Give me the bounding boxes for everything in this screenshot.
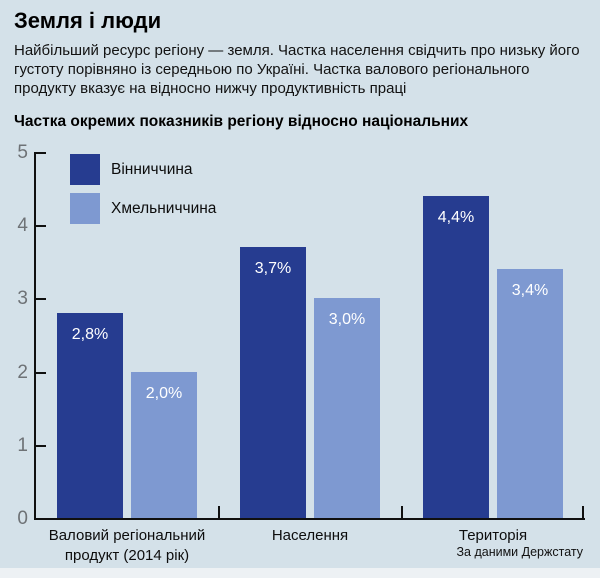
legend-item: Хмельниччина bbox=[70, 193, 216, 224]
category-label: Валовий регіональний продукт (2014 рік) bbox=[48, 527, 206, 564]
source-note: За даними Держстату bbox=[456, 545, 583, 559]
bar-value-label: 3,4% bbox=[511, 282, 549, 299]
y-axis-label: 4 bbox=[17, 215, 28, 237]
x-axis-tick bbox=[218, 506, 220, 518]
bar-value-label: 3,0% bbox=[328, 311, 366, 328]
legend-item: Вінниччина bbox=[70, 154, 216, 185]
legend-label: Хмельниччина bbox=[111, 199, 217, 217]
legend-label: Вінниччина bbox=[111, 160, 193, 178]
bar-value-label: 2,8% bbox=[71, 326, 109, 343]
bar: 2,0% bbox=[131, 372, 197, 518]
bar: 3,7% bbox=[240, 247, 306, 518]
x-axis-tick bbox=[401, 506, 403, 518]
y-axis-tick bbox=[34, 518, 46, 520]
x-axis-tick bbox=[582, 506, 584, 518]
page-description: Найбільший ресурс регіону — земля. Частк… bbox=[14, 42, 580, 97]
chart-legend: Вінниччина Хмельниччина bbox=[70, 154, 216, 232]
category-label: Населення bbox=[271, 527, 349, 544]
bar-value-label: 2,0% bbox=[145, 385, 183, 402]
y-axis-label: 3 bbox=[17, 288, 28, 310]
page-title: Земля і люди bbox=[14, 8, 162, 33]
y-axis-label: 2 bbox=[17, 361, 28, 383]
y-axis-tick bbox=[34, 225, 46, 228]
y-axis-tick bbox=[34, 444, 46, 447]
y-axis-label: 1 bbox=[17, 434, 28, 456]
x-axis bbox=[34, 518, 585, 520]
y-axis bbox=[34, 152, 36, 520]
y-axis-tick bbox=[34, 298, 46, 301]
bar: 3,4% bbox=[497, 269, 563, 518]
bar: 2,8% bbox=[57, 313, 123, 518]
legend-swatch bbox=[70, 193, 100, 224]
bar: 3,0% bbox=[314, 298, 380, 518]
chart-title: Частка окремих показників регіону віднос… bbox=[14, 113, 469, 130]
y-axis-label: 5 bbox=[17, 142, 28, 163]
bar-value-label: 3,7% bbox=[254, 260, 292, 277]
category-label: Територія bbox=[458, 527, 528, 544]
y-axis-tick bbox=[34, 152, 46, 154]
y-axis-tick bbox=[34, 371, 46, 374]
bar: 4,4% bbox=[423, 196, 489, 518]
y-axis-label: 0 bbox=[17, 508, 28, 529]
bar-value-label: 4,4% bbox=[437, 209, 475, 226]
legend-swatch bbox=[70, 154, 100, 185]
bottom-strip bbox=[0, 568, 600, 578]
